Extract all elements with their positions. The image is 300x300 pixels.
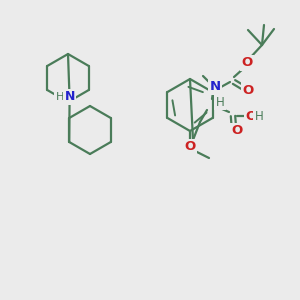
Text: O: O [231,124,243,137]
Text: O: O [245,110,256,122]
Text: O: O [184,140,196,154]
Text: H: H [216,95,224,109]
Text: O: O [242,56,253,70]
Text: H: H [56,92,64,102]
Text: N: N [209,80,220,94]
Text: H: H [255,110,263,122]
Text: O: O [242,83,253,97]
Text: N: N [64,91,75,103]
